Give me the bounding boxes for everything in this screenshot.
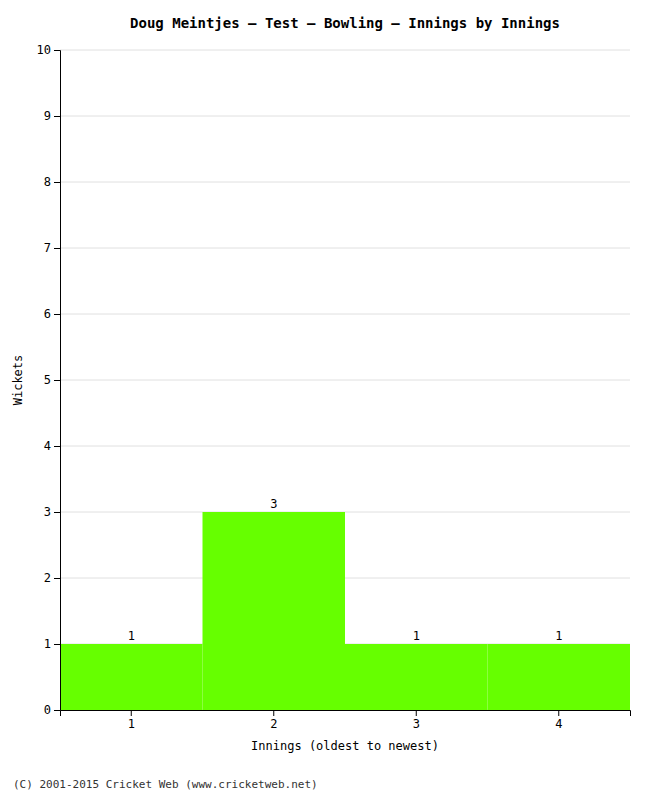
data-label: 1 <box>555 629 562 643</box>
y-tick-mark <box>54 512 60 513</box>
y-tick-mark <box>54 380 60 381</box>
y-tick: 2 <box>44 571 60 585</box>
y-tick-mark <box>54 644 60 645</box>
bar <box>203 512 346 710</box>
y-axis: 0 1 2 3 4 5 6 7 8 9 10 <box>37 43 61 717</box>
bar <box>60 644 203 710</box>
y-axis-label: Wickets <box>11 355 25 406</box>
grid <box>60 50 630 710</box>
data-label: 3 <box>270 497 277 511</box>
y-tick-label: 0 <box>44 703 51 717</box>
footer: (C) 2001-2015 Cricket Web (www.cricketwe… <box>13 778 318 791</box>
y-tick: 3 <box>44 505 60 519</box>
y-tick-label: 4 <box>44 439 51 453</box>
y-tick-mark <box>54 248 60 249</box>
y-tick: 10 <box>37 43 60 57</box>
y-tick-mark <box>54 446 60 447</box>
grid-line <box>60 314 630 315</box>
y-tick-label: 1 <box>44 637 51 651</box>
plot: 1 3 1 1 1 2 3 4 0 1 2 3 4 5 6 7 8 9 10 <box>37 43 631 730</box>
x-tick-mark <box>558 710 559 716</box>
y-tick: 4 <box>44 439 60 453</box>
bars <box>60 512 630 710</box>
y-axis-line <box>54 51 61 711</box>
x-tick-mark <box>416 710 417 716</box>
x-tick: 4 <box>555 710 562 731</box>
x-tick: 1 <box>128 710 135 731</box>
y-tick-mark <box>54 710 60 711</box>
y-tick: 1 <box>44 637 60 651</box>
x-tick-label: 2 <box>270 717 277 731</box>
x-tick-label: 3 <box>413 717 420 731</box>
x-tick-label: 1 <box>128 717 135 731</box>
x-tick-label: 4 <box>555 717 562 731</box>
y-tick: 5 <box>44 373 60 387</box>
x-tick-mark <box>131 710 132 716</box>
grid-line <box>60 446 630 447</box>
y-tick-mark <box>54 50 60 51</box>
y-tick: 7 <box>44 241 60 255</box>
grid-line <box>60 248 630 249</box>
y-tick-mark <box>54 314 60 315</box>
bar <box>345 644 488 710</box>
data-label: 1 <box>413 629 420 643</box>
y-tick-mark <box>54 182 60 183</box>
y-tick-label: 9 <box>44 109 51 123</box>
x-axis-label: Innings (oldest to newest) <box>251 739 439 753</box>
chart: 1 3 1 1 1 2 3 4 0 1 2 3 4 5 6 7 8 9 10 Doug Meintjes – Test… <box>0 0 650 800</box>
y-tick: 8 <box>44 175 60 189</box>
grid-line <box>60 116 630 117</box>
y-tick-label: 3 <box>44 505 51 519</box>
y-tick-mark <box>54 116 60 117</box>
x-tick: 3 <box>413 710 420 731</box>
grid-line <box>60 50 630 51</box>
y-tick-label: 2 <box>44 571 51 585</box>
grid-line <box>60 182 630 183</box>
y-tick: 0 <box>44 703 60 717</box>
y-tick-mark <box>54 578 60 579</box>
y-tick: 6 <box>44 307 60 321</box>
title: Doug Meintjes – Test – Bowling – Innings… <box>130 15 560 31</box>
x-tick-mark <box>273 710 274 716</box>
y-tick-label: 5 <box>44 373 51 387</box>
grid-line <box>60 380 630 381</box>
data-label: 1 <box>128 629 135 643</box>
y-tick-label: 8 <box>44 175 51 189</box>
y-tick: 9 <box>44 109 60 123</box>
bar <box>488 644 631 710</box>
x-axis-line <box>61 711 631 717</box>
x-axis: 1 2 3 4 <box>61 710 631 731</box>
x-tick: 2 <box>270 710 277 731</box>
y-tick-label: 7 <box>44 241 51 255</box>
data-labels: 1 3 1 1 <box>128 497 563 643</box>
y-tick-label: 6 <box>44 307 51 321</box>
y-tick-label: 10 <box>37 43 51 57</box>
